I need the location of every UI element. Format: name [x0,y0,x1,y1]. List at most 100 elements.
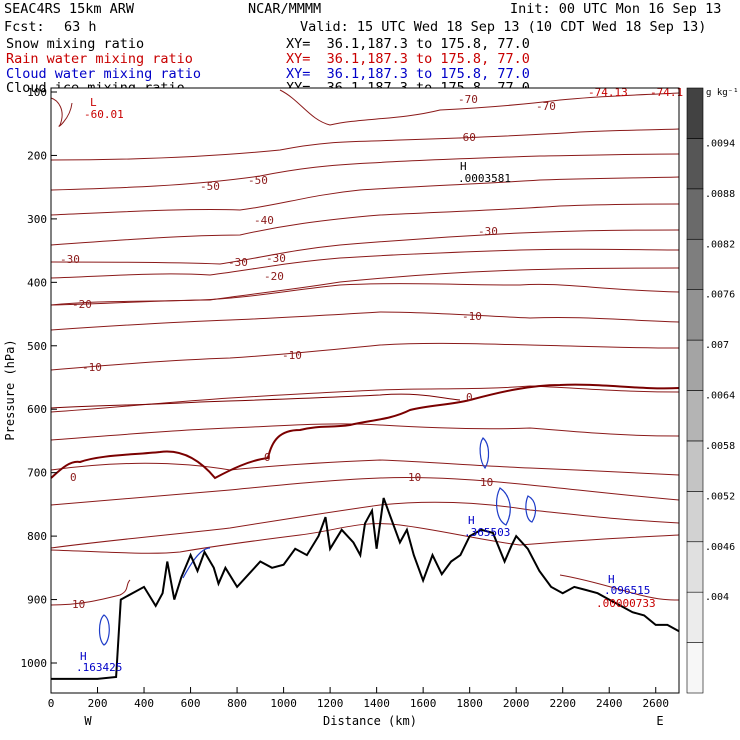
x-tick-label: 1800 [456,697,483,710]
colorbar-tick-label: .0046 [705,542,735,553]
x-tick-label: 1200 [317,697,344,710]
contour-line [279,89,680,126]
y-tick-label: 900 [27,594,47,607]
colorbar-tick-label: .007 [705,340,729,351]
colorbar-segment [686,642,704,694]
org-label: NCAR/MMMM [248,1,322,17]
colorbar-segment [686,87,704,139]
contour-line [50,283,680,306]
field-rain-xy: XY= 36.1,187.3 to 175.8, 77.0 [286,51,530,67]
extrema-annotations: L -60.01 H .0003581 H .365503 H .163425 … [76,86,683,674]
contour-line [50,97,73,127]
y-tick-label: 500 [27,340,47,353]
terrain-line [51,497,680,680]
extremum-label: H [460,160,467,173]
init-time: Init: 00 UTC Mon 16 Sep 13 [510,1,722,17]
y-tick-label: 1000 [21,657,48,670]
extremum-value: .096515 [604,584,650,597]
colorbar-segment [686,541,704,593]
contour-label: -40 [254,214,274,227]
colorbar-tick-label: .0094 [705,138,735,149]
contour-label: -30 [60,253,80,266]
forecast-label: Fcst: [4,19,45,35]
y-tick-label: 300 [27,213,47,226]
colorbar-tick-label: .0076 [705,290,735,301]
contour-line [50,248,680,279]
contour-label: -30 [228,256,248,269]
y-tick-label: 600 [27,403,47,416]
colorbar-segment [686,238,704,290]
valid-time: Valid: 15 UTC Wed 18 Sep 13 (10 CDT Wed … [300,19,707,35]
contour-line [50,229,680,265]
x-tick-label: 2400 [596,697,623,710]
temperature-contours [50,89,680,606]
y-axis-label: Pressure (hPa) [3,339,17,440]
cloud-water-contours [98,437,537,646]
x-tick-label: 600 [181,697,201,710]
field-snow-name: Snow mixing ratio [6,36,145,52]
contour-line [50,153,680,191]
zero-degree-contour [50,383,680,480]
x-tick-label: 2200 [549,697,576,710]
colorbar-segment [686,339,704,391]
contour-line [50,176,680,216]
colorbar-tick-label: .0052 [705,491,735,502]
colorbar-segment [686,390,704,442]
contour-label: 0 [264,451,271,464]
x-axis-label: Distance (km) [323,714,417,728]
contour-line [559,574,680,601]
contour-line [50,476,680,506]
colorbar-segment [686,138,704,190]
colorbar-segment [686,289,704,341]
field-rain-name: Rain water mixing ratio [6,51,193,67]
contour-label: -20 [264,270,284,283]
contour-label: 0 [70,471,77,484]
y-axis: 100 200 300 400 500 600 700 800 900 1000 [21,86,57,670]
y-tick-label: 200 [27,149,47,162]
contour-labels: -70 -70 -60 -50 -50 -40 -30 -30 -30 -30 … [60,93,556,611]
cloud-water-blob [525,495,537,523]
cloud-water-blob [182,547,211,579]
extremum-value: -74.1 [650,86,683,99]
contour-line [50,579,131,606]
x-axis: 0 200 400 600 800 1000 1200 1400 1600 1800 2000 220… [48,687,669,710]
field-cloudwater-name: Cloud water mixing ratio [6,66,202,82]
extremum-value: -74.13 [588,86,628,99]
contour-line [50,342,680,371]
forecast-hour: 63 h [64,19,97,35]
colorbar-segment [686,591,704,643]
x-tick-label: 1000 [270,697,297,710]
contour-line [50,523,680,554]
field-cloudwater-xy: XY= 36.1,187.3 to 175.8, 77.0 [286,66,530,82]
y-tick-label: 700 [27,467,47,480]
extremum-value: .0003581 [458,172,511,185]
contour-label: -10 [462,310,482,323]
contour-label: 10 [480,476,493,489]
x-tick-label: 1600 [410,697,437,710]
x-tick-label: 2000 [503,697,530,710]
x-tick-label: 800 [227,697,247,710]
contour-label: 0 [466,391,473,404]
x-tick-label: 200 [88,697,108,710]
y-tick-label: 100 [27,86,47,99]
extremum-value: .163425 [76,661,122,674]
model-title: SEAC4RS 15km ARW [4,1,135,17]
contour-label: -70 [536,100,556,113]
contour-label: -70 [458,93,478,106]
colorbar-tick-label: .0082 [705,239,735,250]
colorbar-segment [686,440,704,492]
extremum-label: L [90,96,97,109]
extremum-value: .00000733 [596,597,656,610]
contour-line [50,311,680,331]
contour-line [50,203,680,246]
cloud-water-blob [479,437,490,470]
contour-label: -10 [82,361,102,374]
contour-label: 10 [72,598,85,611]
endpoint-east: E [656,714,663,728]
extremum-label: H [608,573,615,586]
field-snow-xy: XY= 36.1,187.3 to 175.8, 77.0 [286,36,530,52]
contour-line [50,385,680,413]
colorbar-tick-label: .0064 [705,391,735,402]
